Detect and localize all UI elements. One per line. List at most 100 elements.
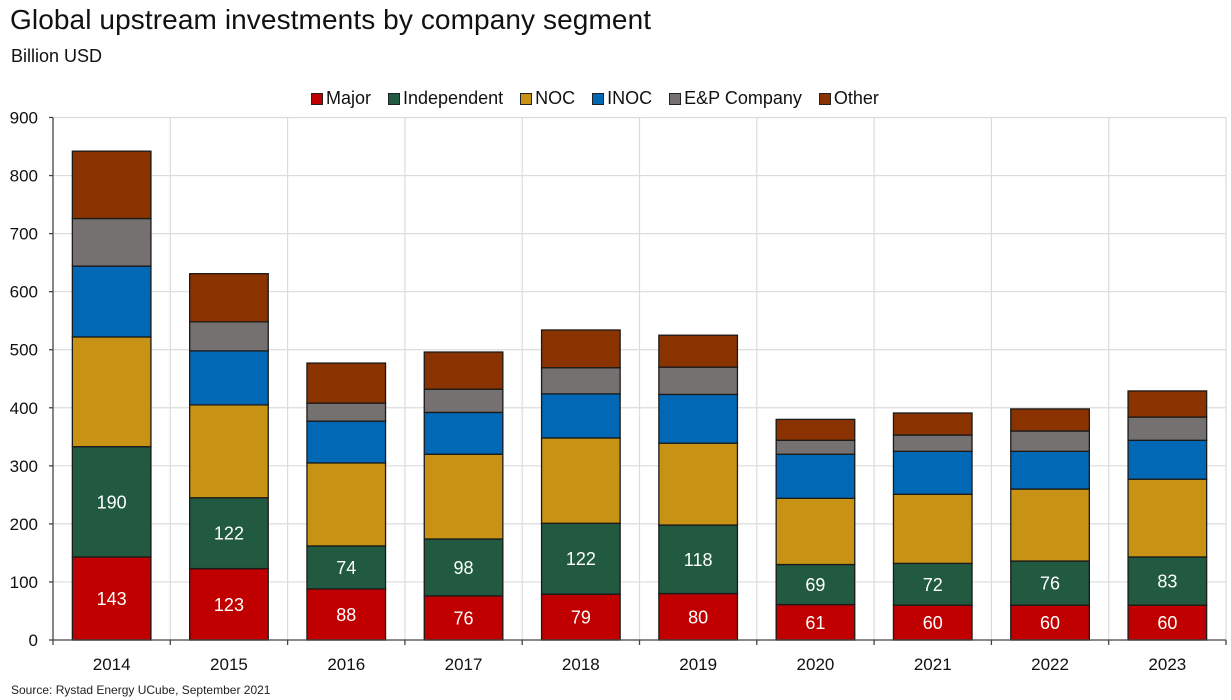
- bar-segment-other-2021: [892, 412, 973, 436]
- data-label: 76: [1040, 574, 1060, 594]
- bar-segment-inoc-2023: [1127, 439, 1208, 480]
- bar-segment-e-p-company-2023: [1127, 416, 1208, 441]
- y-tick-label: 700: [10, 225, 38, 244]
- bar-segment-independent-2017: [423, 538, 504, 597]
- bar-segment-inoc-2014: [71, 265, 152, 338]
- bar-segment-inoc-2017: [423, 411, 504, 455]
- legend-item-major: Major: [311, 88, 371, 109]
- bar-segment-e-p-company-2017: [423, 388, 504, 414]
- bar-segment-inoc-2020: [775, 453, 856, 499]
- legend-swatch: [818, 92, 831, 105]
- bar-segment-other-2018: [540, 329, 621, 369]
- bar-segment-other-2020: [775, 418, 856, 441]
- bar-segment-e-p-company-2014: [71, 217, 152, 267]
- y-tick-label: 900: [10, 109, 38, 128]
- data-label: 83: [1157, 572, 1177, 592]
- x-tick-label: 2017: [445, 655, 483, 674]
- bar-segment-other-2015: [189, 273, 269, 323]
- bar-segment-noc-2023: [1127, 478, 1208, 558]
- y-tick-label: 0: [29, 631, 38, 650]
- bar-segment-independent-2015: [189, 497, 269, 570]
- bar-segment-other-2022: [1010, 408, 1090, 432]
- bar-segment-noc-2022: [1010, 488, 1090, 562]
- legend-item-inoc: INOC: [592, 88, 652, 109]
- data-label: 60: [1157, 613, 1177, 633]
- bar-segment-major-2020: [775, 603, 856, 641]
- data-label: 74: [336, 558, 356, 578]
- x-tick-label: 2021: [914, 655, 952, 674]
- legend-swatch: [592, 92, 605, 105]
- bar-segment-e-p-company-2020: [775, 439, 856, 455]
- legend-label: NOC: [535, 88, 576, 108]
- bar-segment-major-2018: [540, 593, 621, 641]
- legend-label: INOC: [607, 88, 653, 108]
- bar-segment-e-p-company-2021: [892, 434, 973, 452]
- bar-segment-e-p-company-2018: [540, 367, 621, 395]
- y-tick-label: 400: [10, 399, 38, 418]
- bar-segment-noc-2020: [775, 497, 856, 566]
- legend-item-e-p-company: E&P Company: [669, 88, 802, 109]
- bar-segment-e-p-company-2022: [1010, 430, 1090, 452]
- bar-segment-e-p-company-2016: [306, 402, 387, 422]
- bar-segment-major-2016: [306, 588, 387, 641]
- bar-segment-major-2019: [658, 592, 739, 641]
- x-tick-label: 2015: [210, 655, 248, 674]
- x-tick-label: 2022: [1031, 655, 1069, 674]
- bar-segment-inoc-2022: [1010, 450, 1090, 490]
- x-tick-label: 2018: [562, 655, 600, 674]
- legend-swatch: [520, 92, 533, 105]
- legend-item-independent: Independent: [388, 88, 503, 109]
- bar-segment-other-2016: [306, 362, 387, 404]
- chart-subtitle: Billion USD: [11, 46, 103, 66]
- x-tick-label: 2020: [797, 655, 835, 674]
- bar-segment-noc-2017: [423, 453, 504, 540]
- data-label: 122: [214, 524, 244, 544]
- bar-segment-independent-2018: [540, 522, 621, 595]
- bar-segment-inoc-2016: [306, 420, 387, 464]
- bar-segment-noc-2019: [658, 442, 739, 526]
- bar-segment-noc-2014: [71, 336, 152, 448]
- bar-segment-independent-2016: [306, 545, 387, 590]
- data-label: 61: [805, 613, 825, 633]
- y-tick-label: 500: [10, 341, 38, 360]
- y-tick-label: 100: [10, 573, 38, 592]
- legend-item-other: Other: [818, 88, 879, 109]
- data-label: 79: [571, 608, 591, 628]
- data-label: 76: [454, 608, 474, 628]
- data-label: 143: [97, 589, 127, 609]
- bar-segment-inoc-2021: [892, 450, 973, 495]
- bar-segment-other-2017: [423, 351, 504, 390]
- bar-segment-noc-2018: [540, 437, 621, 524]
- legend-label: Other: [833, 88, 879, 108]
- y-tick-label: 800: [10, 167, 38, 186]
- y-tick-label: 600: [10, 283, 38, 302]
- legend-item-noc: NOC: [520, 88, 575, 109]
- data-label: 69: [805, 575, 825, 595]
- bar-segment-noc-2015: [189, 404, 269, 499]
- legend-swatch: [388, 92, 401, 105]
- chart-title: Global upstream investments by company s…: [10, 4, 652, 35]
- bar-segment-noc-2021: [892, 493, 973, 565]
- bar-segment-major-2014: [71, 556, 152, 641]
- legend-swatch: [311, 92, 323, 105]
- data-label: 122: [566, 549, 596, 569]
- legend-label: E&P Company: [684, 88, 802, 108]
- bar-segment-other-2019: [658, 334, 739, 368]
- legend-label: Independent: [403, 88, 504, 108]
- data-label: 118: [684, 550, 713, 570]
- bar-segment-other-2023: [1127, 390, 1208, 418]
- legend-swatch: [669, 92, 682, 105]
- data-label: 60: [923, 613, 943, 633]
- legend-label: Major: [326, 88, 372, 108]
- data-label: 60: [1040, 613, 1060, 633]
- bar-segment-e-p-company-2015: [189, 321, 269, 352]
- bar-segment-major-2021: [892, 604, 973, 641]
- data-label: 80: [688, 607, 708, 627]
- x-tick-label: 2016: [327, 655, 365, 674]
- bar-segment-other-2014: [71, 150, 152, 220]
- bar-segment-inoc-2015: [189, 350, 269, 406]
- bar-segment-inoc-2018: [540, 393, 621, 439]
- x-tick-label: 2019: [679, 655, 717, 674]
- bar-segment-noc-2016: [306, 462, 387, 547]
